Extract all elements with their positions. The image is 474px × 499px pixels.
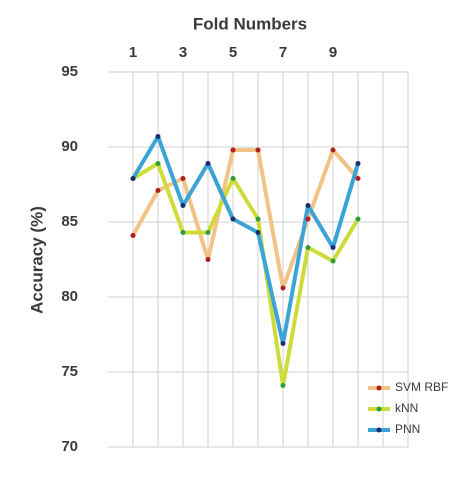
data-point	[255, 230, 261, 235]
data-point	[130, 176, 136, 181]
data-point	[155, 188, 161, 193]
y-tick-label: 95	[61, 63, 78, 80]
y-tick-label: 80	[61, 288, 78, 305]
data-point	[205, 161, 211, 166]
data-point	[330, 147, 336, 153]
series-line	[131, 148, 360, 290]
data-point	[180, 203, 186, 208]
legend-label: PNN	[395, 422, 420, 436]
data-point	[330, 245, 336, 250]
data-point	[230, 216, 236, 222]
data-point	[305, 245, 311, 250]
data-point	[130, 233, 136, 238]
x-tick-label: 5	[229, 44, 237, 61]
x-tick-label: 1	[129, 44, 137, 61]
y-tick-label: 70	[61, 438, 78, 455]
y-tick-label: 90	[61, 138, 78, 155]
y-tick-label: 75	[61, 363, 78, 380]
data-point	[230, 176, 236, 181]
data-point	[305, 203, 311, 208]
data-point	[355, 216, 361, 222]
x-axis-label: Fold Numbers	[193, 14, 307, 33]
x-tick-label: 7	[279, 44, 287, 61]
legend-marker	[376, 427, 382, 433]
series-line	[131, 161, 360, 388]
y-axis-label: Accuracy (%)	[27, 206, 46, 314]
legend-marker	[376, 406, 382, 412]
legend-label: kNN	[395, 401, 418, 415]
data-point	[255, 147, 261, 153]
legend-label: SVM RBF	[395, 380, 448, 394]
data-point	[155, 134, 161, 139]
data-point	[280, 285, 286, 291]
data-point	[355, 176, 361, 181]
series-line	[131, 134, 360, 346]
data-point	[280, 383, 286, 388]
data-point	[355, 161, 361, 166]
data-point	[230, 147, 236, 153]
data-point	[330, 258, 336, 264]
data-point	[180, 230, 186, 235]
data-point	[280, 341, 286, 346]
data-point	[180, 176, 186, 181]
data-point	[205, 257, 211, 262]
data-point	[305, 216, 311, 222]
y-tick-label: 85	[61, 213, 78, 230]
data-point	[255, 216, 261, 222]
data-point	[205, 230, 211, 235]
legend-marker	[376, 385, 382, 391]
x-tick-label: 3	[179, 44, 187, 61]
x-tick-label: 9	[329, 44, 337, 61]
data-point	[155, 161, 161, 166]
